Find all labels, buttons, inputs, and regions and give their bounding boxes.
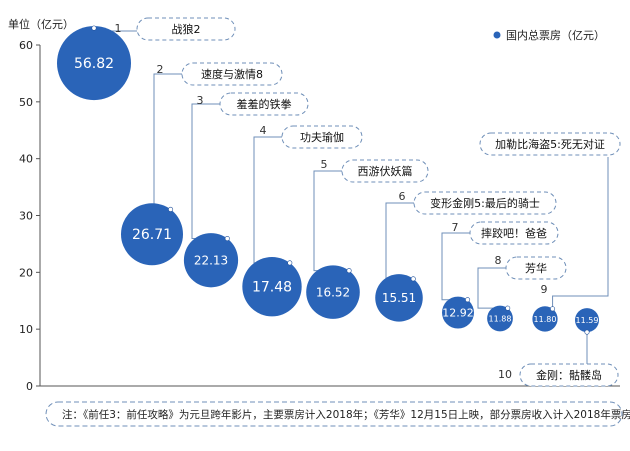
legend: 国内总票房（亿元） bbox=[493, 28, 605, 42]
leader-line bbox=[313, 170, 350, 272]
leader-line bbox=[153, 73, 182, 210]
movie-title: 加勒比海盗5:死无对证 bbox=[495, 137, 605, 151]
data-bubble bbox=[442, 296, 474, 329]
movie-title: 西游伏妖篇 bbox=[358, 164, 413, 178]
title-tag-frame bbox=[219, 92, 309, 116]
leader-anchor-dot bbox=[224, 236, 230, 242]
rank-number: 4 bbox=[260, 124, 267, 137]
y-tick-label: 50 bbox=[19, 96, 33, 109]
rank-number: 10 bbox=[498, 368, 512, 381]
legend-marker bbox=[493, 31, 501, 39]
data-value-label: 11.59 bbox=[576, 316, 599, 325]
rank-number: 8 bbox=[495, 254, 502, 267]
data-value-label: 11.88 bbox=[489, 314, 512, 323]
y-axis: 单位（亿元） 0 10 20 30 40 50 60 bbox=[8, 17, 620, 393]
title-tag-frame bbox=[469, 221, 559, 245]
rank-number: 5 bbox=[321, 158, 328, 171]
leader-line bbox=[385, 202, 414, 280]
y-axis-unit-label: 单位（亿元） bbox=[8, 17, 74, 31]
rank-number: 3 bbox=[197, 94, 204, 107]
data-bubble bbox=[487, 305, 513, 332]
movie-title: 功夫瑜伽 bbox=[300, 130, 344, 144]
movie-title: 速度与激情8 bbox=[201, 67, 263, 81]
title-tag-frame bbox=[341, 159, 429, 183]
y-tick-label: 30 bbox=[19, 210, 33, 223]
leader-anchor-dot bbox=[584, 329, 590, 335]
title-tag-frame bbox=[479, 132, 621, 156]
leader-anchor-dot bbox=[168, 206, 174, 212]
leader-line bbox=[552, 157, 609, 309]
data-bubble bbox=[575, 308, 599, 333]
rank-number: 2 bbox=[157, 63, 164, 76]
y-tick-label: 10 bbox=[19, 323, 33, 336]
data-bubble bbox=[57, 26, 131, 101]
movie-title: 战狼2 bbox=[172, 22, 201, 36]
data-value-label: 22.13 bbox=[194, 254, 228, 268]
title-tag-frame bbox=[281, 125, 363, 149]
data-value-label: 26.71 bbox=[132, 227, 172, 243]
movie-title: 变形金刚5:最后的骑士 bbox=[430, 196, 540, 210]
data-bubble bbox=[306, 265, 360, 319]
leader-anchor-dot bbox=[91, 25, 97, 31]
title-tag-frame bbox=[505, 256, 567, 280]
title-tag-frame bbox=[136, 17, 236, 41]
leader-line bbox=[441, 232, 470, 301]
leader-anchor-dot bbox=[550, 306, 556, 312]
movie-title: 摔跤吧！爸爸 bbox=[481, 226, 547, 240]
legend-label: 国内总票房（亿元） bbox=[506, 28, 605, 42]
data-value-label: 16.52 bbox=[316, 285, 350, 299]
data-bubble bbox=[375, 274, 423, 322]
data-value-label: 56.82 bbox=[74, 56, 114, 72]
y-tick-label: 20 bbox=[19, 266, 33, 279]
leader-anchor-dot bbox=[346, 268, 352, 274]
movie-title: 羞羞的铁拳 bbox=[237, 97, 292, 111]
rank-number: 1 bbox=[115, 22, 122, 35]
rank-number: 9 bbox=[541, 283, 548, 296]
title-tag-frame bbox=[413, 191, 557, 215]
rank-number: 7 bbox=[452, 221, 459, 234]
leader-line bbox=[191, 103, 228, 240]
footnote-text: 注：《前任3：前任攻略》为元旦跨年影片，主要票房计入2018年；《芳华》12月1… bbox=[62, 408, 630, 421]
leader-line bbox=[253, 136, 290, 264]
bubbles: 56.82 26.71 22.13 17.48 16.52 15.51 12.92 11.88… bbox=[57, 25, 599, 335]
data-value-label: 12.92 bbox=[442, 307, 474, 320]
leader-anchor-dot bbox=[465, 297, 471, 303]
data-value-label: 15.51 bbox=[382, 291, 416, 305]
data-bubble bbox=[532, 306, 558, 332]
y-tick-label: 60 bbox=[19, 39, 33, 52]
data-value-label: 11.80 bbox=[534, 315, 557, 324]
data-bubble bbox=[121, 203, 183, 266]
footnote: 注：《前任3：前任攻略》为元旦跨年影片，主要票房计入2018年；《芳华》12月1… bbox=[45, 401, 630, 427]
data-value-label: 17.48 bbox=[252, 280, 292, 296]
movie-title: 芳华 bbox=[525, 261, 547, 275]
leader-anchor-dot bbox=[505, 305, 511, 311]
title-tag-frame bbox=[519, 363, 619, 387]
rank-number: 6 bbox=[399, 190, 406, 203]
movie-title: 金刚：骷髅岛 bbox=[536, 368, 602, 382]
leader-line bbox=[477, 267, 508, 309]
data-bubble bbox=[242, 256, 302, 317]
leader-anchor-dot bbox=[410, 276, 416, 282]
title-tag-frame bbox=[181, 62, 283, 86]
leader-anchor-dot bbox=[287, 260, 293, 266]
footnote-frame bbox=[45, 401, 623, 427]
y-tick-label: 0 bbox=[26, 380, 33, 393]
data-bubble bbox=[183, 233, 239, 288]
y-tick-label: 40 bbox=[19, 153, 33, 166]
title-tags: 1 战狼2 2 速度与激情8 3 羞羞的铁拳 4 功夫瑜伽 5 西游伏妖篇 6 变形金刚5:最后的骑士… bbox=[115, 17, 621, 387]
